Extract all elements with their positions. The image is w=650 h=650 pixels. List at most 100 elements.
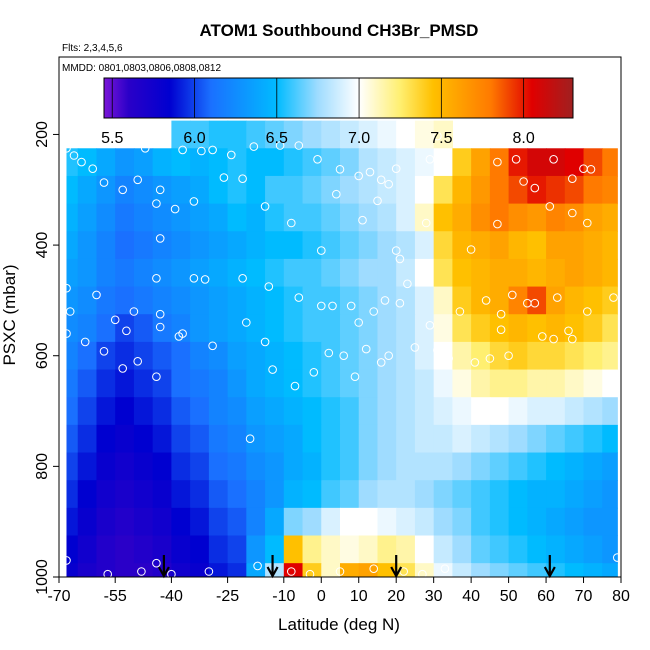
heatmap-cell xyxy=(321,258,341,288)
heatmap-cell xyxy=(96,480,116,509)
flight-arrows xyxy=(157,555,556,579)
heatmap-cell xyxy=(152,369,172,398)
heatmap-cell xyxy=(77,563,98,577)
colorbar-tick-label: 7.0 xyxy=(348,130,370,147)
heatmap-cell xyxy=(452,480,472,509)
heatmap-cell xyxy=(302,120,322,149)
heatmap-cell xyxy=(546,258,566,288)
heatmap-cell xyxy=(190,452,210,481)
sample-point xyxy=(376,358,386,367)
heatmap-cell xyxy=(546,314,566,343)
heatmap-cell xyxy=(396,369,416,398)
heatmap-cell xyxy=(583,148,603,177)
heatmap-cell xyxy=(340,314,360,343)
heatmap-cell xyxy=(96,507,116,537)
heatmap-cell xyxy=(152,397,172,426)
heatmap-cell xyxy=(265,369,285,398)
heatmap-cell xyxy=(208,120,229,149)
heatmap-cell xyxy=(396,452,416,481)
sample-point xyxy=(455,307,465,316)
heatmap-cell xyxy=(546,175,566,205)
sample-point xyxy=(530,298,540,308)
heatmap-cell xyxy=(414,424,435,454)
heatmap-cell xyxy=(377,341,397,371)
heatmap-cell xyxy=(321,203,341,232)
heatmap-cell xyxy=(190,231,210,260)
sample-point xyxy=(80,337,90,347)
heatmap-cell xyxy=(471,286,491,315)
heatmap-cell xyxy=(358,341,379,371)
colorbar-tick-label: 5.5 xyxy=(101,130,123,147)
sample-point xyxy=(568,174,577,183)
sample-point xyxy=(167,569,176,577)
colorbar-ticks: 5.5 6.0 6.5 7.0 7.5 8.0 xyxy=(101,78,535,147)
heatmap-cell xyxy=(302,203,322,232)
sample-point xyxy=(122,326,131,336)
heatmap-cell xyxy=(152,507,172,537)
sample-point xyxy=(287,567,296,576)
heatmap-cell xyxy=(377,148,397,177)
heatmap-cell xyxy=(96,231,116,260)
heatmap-cell xyxy=(377,480,397,509)
heatmap-cell xyxy=(564,369,585,398)
heatmap-cell xyxy=(96,452,116,481)
heatmap-cell xyxy=(377,314,397,343)
sample-point xyxy=(118,185,127,195)
heatmap-cell xyxy=(358,314,379,343)
heatmap-cell xyxy=(171,480,191,509)
sample-point xyxy=(609,293,618,302)
heatmap-cell xyxy=(583,341,603,371)
heatmap-cell xyxy=(302,286,322,315)
heatmap-cell xyxy=(546,480,566,509)
sample-point xyxy=(88,164,97,173)
sample-point xyxy=(421,218,431,228)
heatmap-cell xyxy=(246,452,266,481)
sample-point xyxy=(69,151,79,160)
sample-point xyxy=(219,173,229,182)
heatmap-cell xyxy=(358,258,379,288)
heatmap-cell xyxy=(583,507,603,537)
sample-point xyxy=(152,372,161,382)
x-tick-label: -40 xyxy=(160,588,183,605)
heatmap-cell xyxy=(227,397,247,426)
heatmap-cell xyxy=(564,203,585,232)
sample-point xyxy=(613,553,621,562)
heatmap-cell xyxy=(452,424,472,454)
y-tick-label: 1000 xyxy=(34,559,51,595)
heatmap-cell xyxy=(115,231,135,260)
heatmap-cell xyxy=(171,341,191,371)
heatmap-cell xyxy=(527,535,547,564)
heatmap-cell xyxy=(133,341,154,371)
x-axis-label: Latitude (deg N) xyxy=(278,615,400,634)
heatmap-cell xyxy=(377,535,397,564)
heatmap-cell xyxy=(489,314,510,343)
heatmap-cell xyxy=(602,258,618,288)
sample-point xyxy=(197,146,206,156)
heatmap-cell xyxy=(396,507,416,537)
sample-point xyxy=(384,351,394,361)
sample-point xyxy=(508,290,517,300)
heatmap-cell xyxy=(452,341,472,371)
heatmap-cell xyxy=(133,231,154,260)
heatmap-cell xyxy=(452,258,472,288)
heatmap-cell xyxy=(358,120,379,149)
heatmap-cell xyxy=(190,120,210,149)
colorbar xyxy=(103,77,574,119)
heatmap-cell xyxy=(527,175,547,205)
heatmap-cell xyxy=(414,480,435,509)
heatmap-cell xyxy=(171,507,191,537)
sample-point xyxy=(62,556,71,565)
x-tick-label: 30 xyxy=(425,588,443,605)
heatmap-cell xyxy=(321,120,341,149)
heatmap-cell xyxy=(340,480,360,509)
heatmap-cell xyxy=(133,369,154,398)
sample-point xyxy=(189,274,199,283)
heatmap-cell xyxy=(340,563,360,577)
heatmap-cell xyxy=(414,231,435,260)
heatmap-cell xyxy=(208,258,229,288)
flight-arrow xyxy=(157,555,170,579)
sample-point xyxy=(290,381,300,391)
heatmap-cell xyxy=(340,286,360,315)
heatmap-cell xyxy=(414,286,435,315)
heatmap-cell xyxy=(433,314,453,343)
